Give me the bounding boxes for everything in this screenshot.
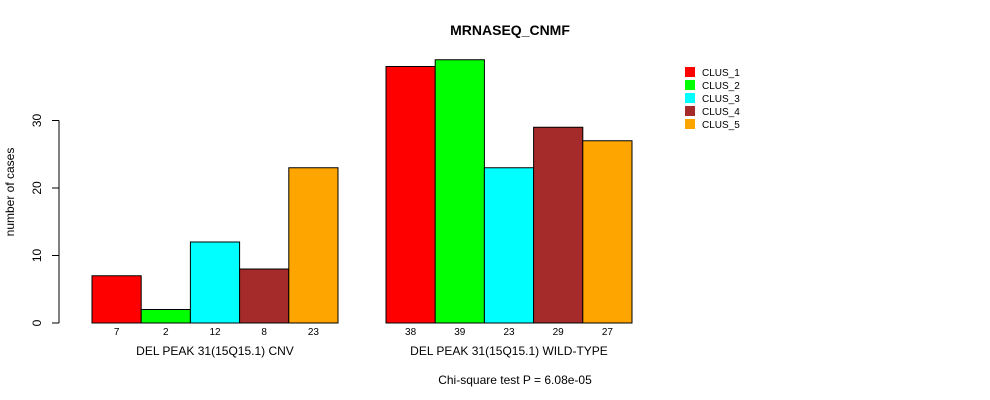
chi-square-caption: Chi-square test P = 6.08e-05 [438,373,592,387]
y-tick-label: 20 [30,181,44,195]
bar-value-label: 12 [209,327,221,338]
y-tick-label: 0 [30,319,44,326]
legend-label: CLUS_5 [702,120,740,131]
bar-value-label: 38 [405,327,417,338]
group-label: DEL PEAK 31(15Q15.1) WILD-TYPE [410,344,608,358]
bar-value-label: 39 [454,327,466,338]
group-labels: DEL PEAK 31(15Q15.1) CNV DEL PEAK 31(15Q1… [136,344,608,358]
bar-clus-2 [434,59,485,324]
bar-clus-4 [533,126,584,324]
bar-clus-1 [91,275,142,324]
y-tick-label: 10 [30,249,44,263]
legend-label: CLUS_3 [702,94,740,105]
chart-title: MRNASEQ_CNMF [450,22,570,38]
group-label: DEL PEAK 31(15Q15.1) CNV [136,344,294,358]
y-axis-label: number of cases [3,148,17,237]
bar-clus-2 [140,309,191,324]
legend-swatch [685,67,695,77]
bar-value-labels: 7 2 12 8 23 38 39 23 29 27 [114,327,614,338]
bar-clus-4 [239,268,290,324]
bar-value-label: 8 [261,327,267,338]
y-axis: 0 10 20 30 [30,114,60,326]
legend-swatch [685,93,695,103]
legend-label: CLUS_4 [702,107,740,118]
bar-clus-5 [288,167,339,324]
y-tick-label: 30 [30,114,44,128]
bar-clus-5 [582,140,633,324]
legend-label: CLUS_1 [702,68,740,79]
bar-clus-1 [385,66,436,324]
legend-label: CLUS_2 [702,81,740,92]
legend-swatch [685,106,695,116]
bar-value-label: 23 [503,327,515,338]
bar-value-label: 2 [163,327,169,338]
bar-value-label: 29 [553,327,565,338]
bar-clus-3 [483,167,535,324]
bars [91,59,633,324]
bar-clus-3 [189,241,241,324]
legend-swatch [685,119,695,129]
bar-value-label: 27 [602,327,614,338]
bar-value-label: 7 [114,327,120,338]
legend: CLUS_1 CLUS_2 CLUS_3 CLUS_4 CLUS_5 [685,67,740,131]
legend-swatch [685,80,695,90]
bar-value-label: 23 [308,327,320,338]
